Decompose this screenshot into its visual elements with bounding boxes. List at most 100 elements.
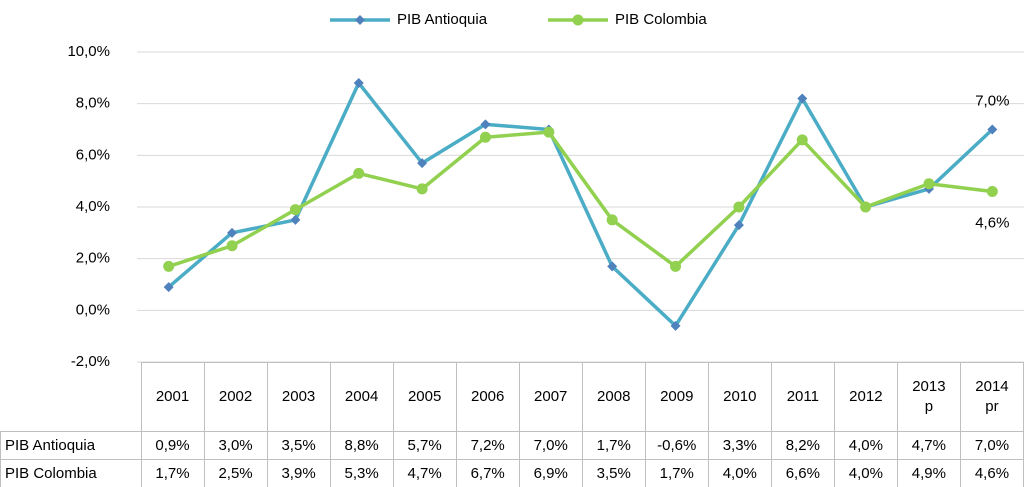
cell-text: 6,7% <box>470 465 505 482</box>
value-cell: 4,0% <box>833 431 898 460</box>
header-cell: 2013 p <box>896 362 961 432</box>
header-cell: 2003 <box>266 362 331 432</box>
header-cell: 2010 <box>707 362 772 432</box>
cell-text: 7,0% <box>533 437 568 454</box>
value-cell: 7,0% <box>518 431 583 460</box>
point <box>353 78 364 88</box>
cell-text: 4,0% <box>848 437 883 454</box>
table-row: PIB Colombia 1,7% 2,5% 3,9% 5,3% 4,7% 6,7% 6,9%… <box>0 459 1024 487</box>
cell-text: 2003 <box>281 388 316 405</box>
cell-text: 2010 <box>723 388 757 405</box>
point <box>163 260 175 272</box>
cell-text: 4,0% <box>848 465 883 482</box>
data-table: 2001 2002 2003 2004 2005 2006 2007 2008 2009 2010… <box>0 362 1024 487</box>
value-cell: 3,0% <box>203 431 268 460</box>
legend-label: PIB Colombia <box>615 11 707 28</box>
point <box>607 261 618 272</box>
value-cell: 1,7% <box>644 459 709 487</box>
cell-text: 8,2% <box>785 437 820 454</box>
value-cell: 0,9% <box>140 431 205 460</box>
cell-text: 2005 <box>407 388 442 405</box>
value-cell: 8,8% <box>329 431 394 460</box>
cell-text: 2013 p <box>912 378 946 415</box>
header-cell: 2011 <box>770 362 835 432</box>
header-cell: 2004 <box>329 362 394 432</box>
y-tick-label: -2,0% <box>71 353 110 370</box>
point <box>289 204 301 216</box>
header-cell: 2005 <box>392 362 457 432</box>
cell-text: PIB Colombia <box>5 465 97 482</box>
point <box>290 214 301 225</box>
value-cell: 3,3% <box>707 431 772 460</box>
cell-text: PIB Antioquia <box>5 437 96 454</box>
point <box>163 282 174 293</box>
cell-text: -0,6% <box>657 437 697 454</box>
y-tick-label: 10,0% <box>67 43 110 60</box>
header-cell: 2006 <box>455 362 520 432</box>
value-cell: 4,7% <box>392 459 457 487</box>
point <box>543 126 555 138</box>
header-cell: 2001 <box>140 362 205 432</box>
cell-text: 3,3% <box>722 437 757 454</box>
value-cell: 7,2% <box>455 431 520 460</box>
header-cell: 2012 <box>833 362 898 432</box>
cell-text: 2002 <box>218 388 253 405</box>
point <box>923 178 935 190</box>
point <box>733 201 745 213</box>
cell-text: 7,0% <box>974 437 1010 454</box>
data-label: 4,6% <box>975 214 1009 231</box>
cell-text: 6,9% <box>533 465 568 482</box>
legend-marker <box>572 14 584 26</box>
cell-text: 2012 <box>849 388 883 405</box>
cell-text: 3,5% <box>596 465 631 482</box>
value-cell: 3,9% <box>266 459 331 487</box>
y-tick-label: 4,0% <box>76 198 110 215</box>
point <box>416 183 428 195</box>
value-cell: 3,5% <box>266 431 331 460</box>
cell-text: 2004 <box>344 388 379 405</box>
cell-text: 4,7% <box>407 465 442 482</box>
cell-text: 1,7% <box>659 465 694 482</box>
point <box>987 124 998 135</box>
point <box>860 201 872 213</box>
value-cell: 3,5% <box>581 459 646 487</box>
cell-text: 8,8% <box>344 437 379 454</box>
cell-text: 4,9% <box>911 465 946 482</box>
header-row: 2001 2002 2003 2004 2005 2006 2007 2008 2009 2010… <box>1 362 1024 432</box>
point <box>670 320 681 331</box>
cell-text: 0,9% <box>155 437 190 454</box>
cell-text: 2006 <box>470 388 505 405</box>
cell-text: 7,2% <box>470 437 505 454</box>
row-label: PIB Antioquia <box>0 431 142 460</box>
value-cell: 2,5% <box>203 459 268 487</box>
corner-cell <box>1 363 142 432</box>
cell-text: 2,5% <box>218 465 253 482</box>
cell-text: 2009 <box>660 388 694 405</box>
cell-text: 2008 <box>597 388 631 405</box>
point <box>417 158 428 169</box>
point <box>226 240 238 252</box>
series-line <box>167 81 994 328</box>
cell-text: 6,6% <box>785 465 820 482</box>
row-label: PIB Colombia <box>0 459 142 487</box>
cell-text: 3,0% <box>218 437 253 454</box>
point <box>733 220 744 231</box>
series-line <box>168 130 993 269</box>
point <box>479 131 491 143</box>
value-cell: 7,0% <box>959 431 1024 460</box>
cell-text: 3,9% <box>281 465 316 482</box>
cell-text: 1,7% <box>155 465 190 482</box>
cell-text: 1,7% <box>596 437 631 454</box>
cell-text: 5,7% <box>407 437 442 454</box>
table-row: PIB Antioquia 0,9% 3,0% 3,5% 8,8% 5,7% 7,2% 7,0… <box>0 431 1024 460</box>
header-cell: 2007 <box>518 362 583 432</box>
point <box>480 119 491 130</box>
value-cell: 6,9% <box>518 459 583 487</box>
legend-label: PIB Antioquia <box>397 11 488 28</box>
cell-text: 3,5% <box>281 437 316 454</box>
header-cell: 2002 <box>203 362 268 432</box>
legend-marker <box>355 15 365 25</box>
header-cell: 2014 pr <box>959 362 1024 432</box>
